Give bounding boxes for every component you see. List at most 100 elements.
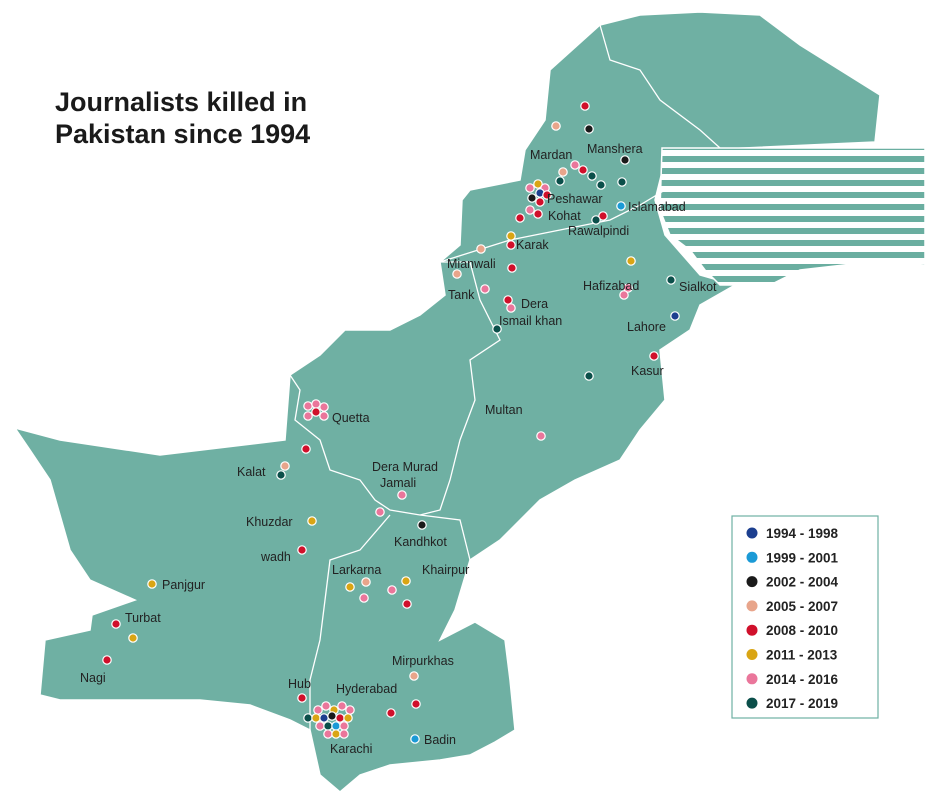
incident-dot [345, 582, 355, 592]
incident-dot [321, 701, 331, 711]
incident-dot [280, 461, 290, 471]
incident-dot [301, 444, 311, 454]
incident-dot [297, 545, 307, 555]
incident-dot [331, 729, 341, 739]
incident-dot [343, 713, 353, 723]
incident-dot [417, 520, 427, 530]
incident-dot [525, 183, 535, 193]
incident-dot [533, 209, 543, 219]
country-shape [13, 11, 881, 793]
place-label: wadh [260, 550, 291, 564]
incident-dot [578, 165, 588, 175]
incident-dot [536, 431, 546, 441]
incident-dot [515, 213, 525, 223]
incident-dot [570, 160, 580, 170]
legend-swatch [746, 576, 758, 588]
place-label: Mianwali [447, 257, 496, 271]
incident-dot [411, 699, 421, 709]
incident-dot [623, 283, 633, 293]
place-label: Ismail khan [499, 314, 562, 328]
incident-dot [297, 693, 307, 703]
place-label: Jamali [380, 476, 416, 490]
incident-dot [492, 324, 502, 334]
incident-dot [331, 721, 341, 731]
legend-swatch [746, 697, 758, 709]
incident-dot [626, 256, 636, 266]
legend-label: 2014 - 2016 [766, 672, 839, 687]
place-label: Peshawar [547, 192, 603, 206]
place-label: Hub [288, 677, 311, 691]
legend-swatch [746, 649, 758, 660]
legend-label: 1994 - 1998 [766, 526, 839, 541]
incident-dot [307, 516, 317, 526]
incident-dot [361, 577, 371, 587]
place-label: Khairpur [422, 563, 469, 577]
incident-dot [620, 155, 630, 165]
place-label: Kasur [631, 364, 664, 378]
place-label: Larkarna [332, 563, 381, 577]
place-label: Karachi [330, 742, 372, 756]
place-label: Mirpurkhas [392, 654, 454, 668]
incident-dot [584, 124, 594, 134]
incident-dot [580, 101, 590, 111]
incident-dot [584, 371, 594, 381]
incident-dot [319, 713, 329, 723]
incident-dot [311, 407, 321, 417]
incident-dot [525, 205, 535, 215]
incident-dot [311, 399, 321, 409]
legend-label: 2002 - 2004 [766, 575, 839, 590]
incident-dot [276, 470, 286, 480]
legend-swatch [746, 624, 758, 636]
incident-dot [319, 411, 329, 421]
place-label: Sialkot [679, 280, 717, 294]
incident-dot [401, 576, 411, 586]
incident-dot [315, 721, 325, 731]
place-label: Quetta [332, 411, 370, 425]
incident-dot [102, 655, 112, 665]
incident-dot [303, 713, 313, 723]
place-label: Khuzdar [246, 515, 293, 529]
place-label: Tank [448, 288, 475, 302]
incident-dot [345, 705, 355, 715]
disputed-region [659, 147, 926, 286]
place-label: Turbat [125, 611, 161, 625]
incident-dot [375, 507, 385, 517]
incident-dot [670, 311, 680, 321]
incident-dot [542, 190, 552, 200]
place-label: Kandhkot [394, 535, 447, 549]
place-label: Panjgur [162, 578, 205, 592]
incident-dot [410, 734, 420, 744]
incident-dot [591, 215, 601, 225]
incident-dot [616, 201, 626, 211]
legend-label: 2005 - 2007 [766, 599, 838, 614]
legend-box [731, 515, 879, 719]
incident-dot [386, 708, 396, 718]
legend-swatch [746, 527, 758, 539]
incident-dot [555, 176, 565, 186]
title-line: Journalists killed in [55, 87, 307, 117]
incident-dot [387, 585, 397, 595]
incident-dot [128, 633, 138, 643]
incident-dot [503, 295, 513, 305]
incident-dot [535, 197, 545, 207]
incident-dot [323, 729, 333, 739]
incident-dot [666, 275, 676, 285]
place-label: Hafizabad [583, 279, 639, 293]
incident-dot [619, 290, 629, 300]
incident-dot [323, 721, 333, 731]
place-label: Multan [485, 403, 523, 417]
incident-dot [551, 121, 561, 131]
incident-dot [397, 490, 407, 500]
title-line: Pakistan since 1994 [55, 119, 310, 149]
province-borders [289, 24, 721, 730]
legend-label: 2008 - 2010 [766, 623, 838, 638]
incident-dot [111, 619, 121, 629]
incident-dot [598, 211, 608, 221]
incident-dot [147, 579, 157, 589]
incident-dot [335, 713, 345, 723]
incident-dot [339, 729, 349, 739]
incident-dot [533, 179, 543, 189]
place-label: Hyderabad [336, 682, 397, 696]
legend-swatch [746, 673, 758, 685]
incident-dot [303, 411, 313, 421]
